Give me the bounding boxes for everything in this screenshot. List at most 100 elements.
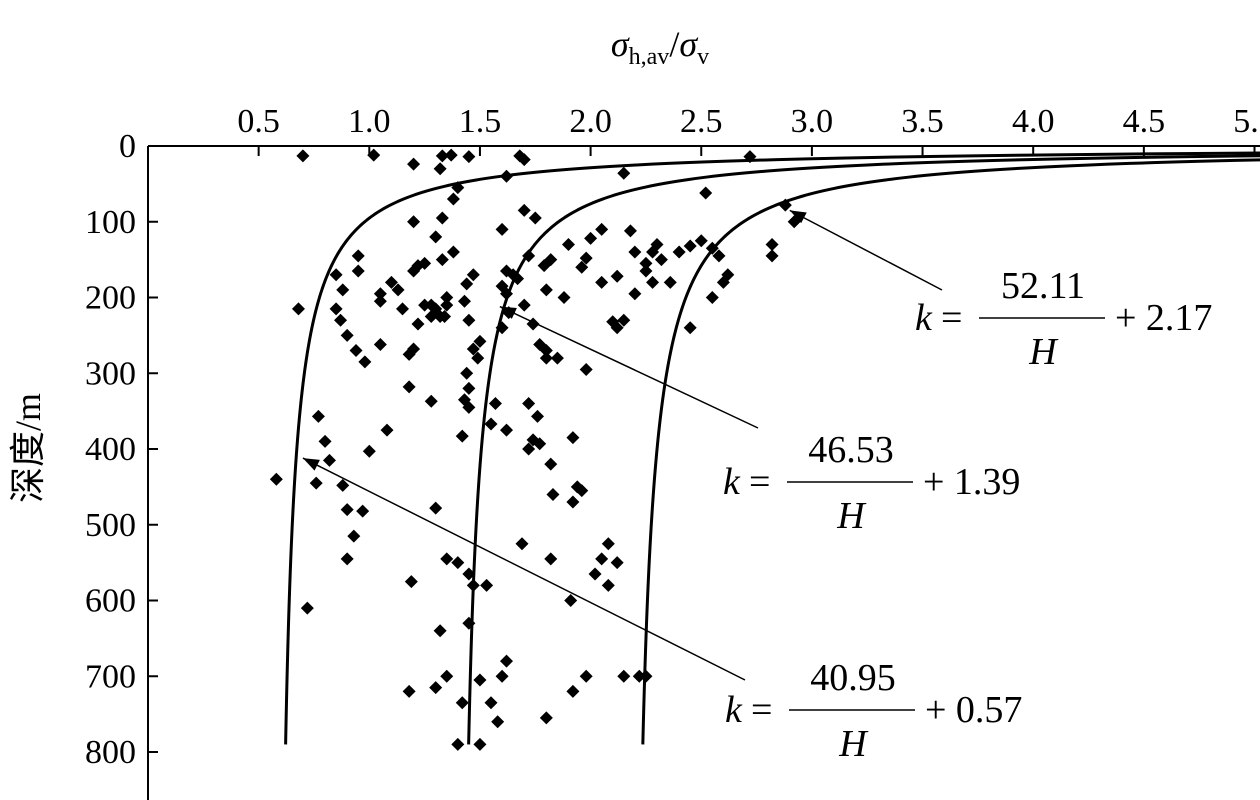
equation-numerator: 46.53	[808, 429, 894, 471]
data-point	[336, 283, 350, 297]
x-tick-label: 4.5	[1123, 103, 1166, 140]
data-point	[539, 711, 553, 725]
data-point	[384, 275, 398, 289]
data-point	[522, 249, 536, 263]
fit-curve-2	[641, 158, 1260, 745]
data-point	[699, 186, 713, 200]
data-point	[628, 287, 642, 301]
data-point	[588, 567, 602, 581]
data-point	[429, 501, 443, 515]
x-tick-label: 3.0	[791, 103, 834, 140]
data-point	[322, 453, 336, 467]
data-point	[356, 504, 370, 518]
data-point	[495, 669, 509, 683]
data-point	[334, 313, 348, 327]
data-point	[500, 287, 514, 301]
data-point	[495, 321, 509, 335]
data-point	[511, 272, 525, 286]
data-point	[610, 269, 624, 283]
equation-label-0: k = 40.95 H + 0.57	[725, 657, 1022, 765]
data-point	[440, 291, 454, 304]
data-point	[778, 198, 792, 212]
data-point	[455, 429, 469, 443]
data-point	[628, 245, 642, 259]
leader-line-1	[499, 305, 759, 429]
data-point	[617, 313, 631, 327]
data-point	[595, 275, 609, 289]
y-tick-label: 500	[85, 507, 136, 544]
data-point	[550, 351, 564, 365]
data-point	[440, 298, 454, 312]
data-point	[433, 162, 447, 176]
data-point	[564, 594, 578, 607]
data-point	[610, 556, 624, 570]
data-point	[601, 578, 615, 592]
data-point	[291, 302, 305, 316]
y-tick-labels: 0 100 200 300 400 500 600 700 800	[85, 128, 158, 771]
data-point	[639, 669, 653, 683]
data-point	[639, 264, 653, 278]
data-point	[579, 251, 593, 265]
data-point	[646, 275, 660, 289]
data-point	[517, 153, 531, 167]
data-point	[546, 487, 560, 501]
equation-label-1: k = 46.53 H + 1.39	[723, 429, 1020, 537]
data-point	[411, 317, 425, 331]
data-point	[336, 478, 350, 492]
data-point	[650, 237, 664, 251]
data-point	[544, 457, 558, 471]
data-point	[407, 215, 421, 229]
equation-k: k	[723, 461, 741, 503]
data-point	[561, 237, 575, 251]
data-point	[446, 245, 460, 259]
y-tick-label: 200	[85, 280, 136, 317]
data-point	[404, 575, 418, 589]
data-point	[407, 157, 421, 171]
data-point	[373, 294, 387, 308]
x-tick-labels: 0.5 1.0 1.5 2.0 2.5 3.0 3.5 4.0 4.5 5.0	[237, 103, 1260, 156]
y-tick-label: 0	[119, 128, 136, 165]
data-point	[663, 275, 677, 289]
data-point	[351, 264, 365, 278]
data-point	[595, 552, 609, 566]
equation-denominator: H	[838, 723, 869, 765]
data-point	[349, 344, 363, 358]
equation-numerator: 40.95	[810, 657, 896, 699]
data-point	[617, 166, 631, 180]
data-point	[473, 737, 487, 751]
data-point	[407, 342, 421, 356]
data-point	[402, 684, 416, 698]
data-point	[311, 409, 325, 423]
data-point	[601, 537, 615, 551]
data-point	[683, 321, 697, 335]
data-point	[500, 423, 514, 437]
equation-constant: + 0.57	[925, 689, 1022, 731]
data-point	[380, 423, 394, 437]
data-point	[632, 669, 646, 683]
data-point	[579, 362, 593, 376]
data-point	[462, 313, 476, 327]
data-point	[517, 298, 531, 312]
equation-equals: =	[749, 461, 770, 503]
data-point	[429, 230, 443, 244]
data-point	[473, 334, 487, 348]
data-point	[429, 681, 443, 695]
data-point	[570, 480, 584, 494]
data-point	[418, 298, 432, 312]
data-point	[533, 437, 547, 451]
data-point	[451, 737, 465, 751]
data-point	[451, 556, 465, 570]
y-tick-label: 600	[85, 583, 136, 620]
x-tick-label: 5.0	[1233, 103, 1260, 140]
data-point	[373, 337, 387, 351]
x-tick-label: 2.0	[569, 103, 612, 140]
data-point	[712, 249, 726, 263]
data-point	[515, 537, 529, 551]
data-point	[566, 431, 580, 445]
data-point	[466, 578, 480, 592]
data-point	[575, 260, 589, 274]
data-point	[402, 380, 416, 394]
data-point	[466, 342, 480, 356]
data-point	[433, 624, 447, 638]
